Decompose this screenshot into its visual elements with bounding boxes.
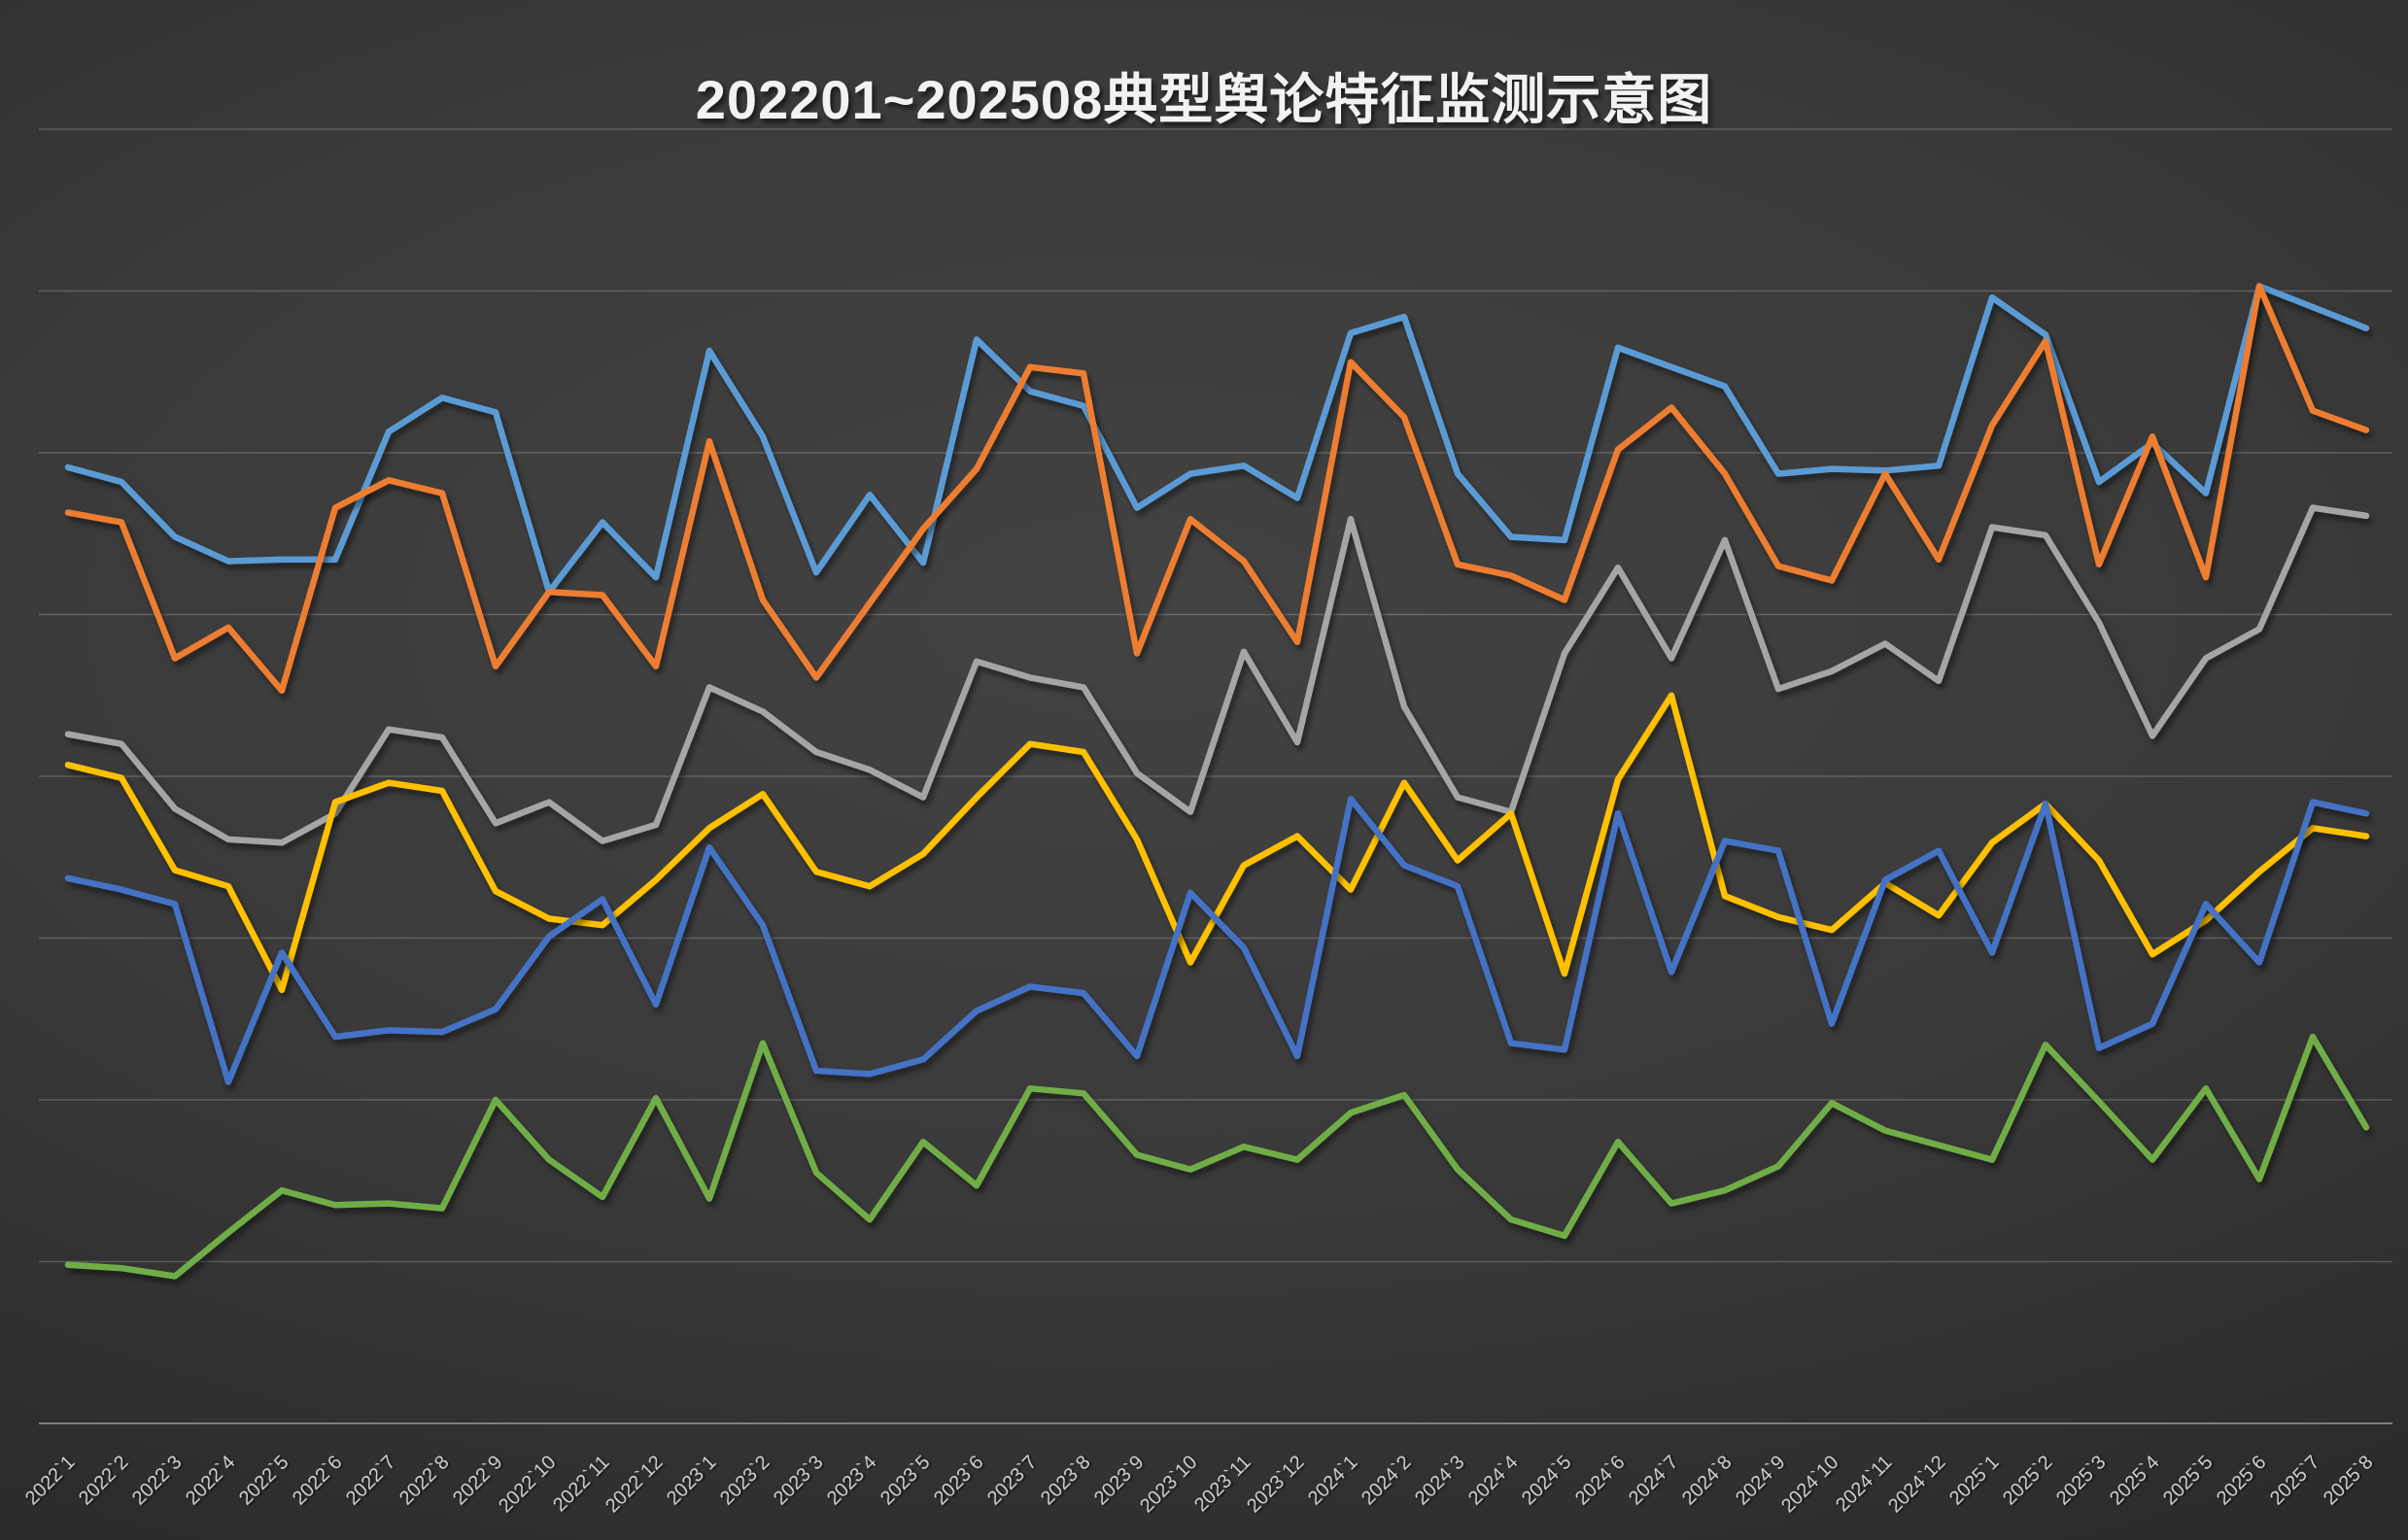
- x-axis-label: 2023`5: [877, 1452, 935, 1510]
- x-axis-label: 2022`12: [602, 1452, 667, 1517]
- x-axis-label: 2025`6: [2213, 1452, 2271, 1510]
- x-axis-label: 2023`6: [930, 1452, 988, 1510]
- x-axis-label: 2022`8: [396, 1452, 454, 1510]
- x-axis-label: 2024`6: [1571, 1452, 1630, 1510]
- x-axis-label: 2024`7: [1625, 1452, 1683, 1510]
- x-axis-label: 2024`12: [1884, 1452, 1949, 1517]
- chart-title: 202201~202508典型舆论特征监测示意图: [695, 69, 1713, 130]
- x-axis-label: 2025`5: [2159, 1452, 2218, 1510]
- x-axis-label: 2022`5: [235, 1452, 293, 1510]
- x-axis-label: 2024`11: [1832, 1452, 1896, 1516]
- x-axis-label: 2022`11: [549, 1452, 613, 1516]
- x-axis-label: 2024`10: [1777, 1452, 1842, 1517]
- series-green-line: [64, 1033, 2370, 1280]
- x-axis-label: 2023`12: [1243, 1452, 1308, 1517]
- x-axis-label: 2022`6: [289, 1452, 347, 1510]
- series-gray-line: [64, 504, 2370, 846]
- series-light-blue-line: [64, 283, 2370, 596]
- x-axis-label: 2023`8: [1037, 1452, 1095, 1510]
- x-axis-label: 2023`4: [823, 1452, 881, 1510]
- x-axis-label: 2022`7: [342, 1452, 400, 1510]
- x-axis-label: 2024`4: [1464, 1452, 1523, 1510]
- x-axis-label: 2022`3: [128, 1452, 187, 1510]
- x-axis-label: 2024`2: [1358, 1452, 1416, 1510]
- x-axis-label: 2023`1: [663, 1452, 721, 1510]
- series-royal-blue-line: [64, 796, 2370, 1085]
- series-orange-line: [64, 283, 2370, 695]
- x-axis-label: 2024`1: [1304, 1452, 1362, 1510]
- x-axis-label: 2025`3: [2052, 1452, 2111, 1510]
- x-axis-label: 2022`4: [182, 1452, 240, 1510]
- x-axis-label: 2024`5: [1518, 1452, 1576, 1510]
- x-axis-label: 2023`10: [1136, 1452, 1201, 1517]
- x-axis-label: 2022`2: [75, 1452, 133, 1510]
- x-axis-label: 2024`3: [1411, 1452, 1469, 1510]
- x-axis-label: 2023`7: [983, 1452, 1042, 1510]
- x-axis-label: 2023`2: [716, 1452, 774, 1510]
- x-axis-label: 2025`4: [2106, 1452, 2164, 1510]
- x-axis-label: 2025`2: [1999, 1452, 2057, 1510]
- x-axis-label: 2025`7: [2266, 1452, 2324, 1510]
- x-axis-label: 2024`8: [1678, 1452, 1737, 1510]
- x-axis-label: 2022`10: [495, 1452, 560, 1517]
- x-axis-label: 2022`1: [21, 1452, 80, 1510]
- series-yellow-line: [64, 692, 2370, 994]
- x-axis-label: 2025`1: [1945, 1452, 2004, 1510]
- x-axis-label: 2023`11: [1190, 1452, 1255, 1516]
- x-axis-label: 2023`3: [770, 1452, 828, 1510]
- x-axis-label: 2025`8: [2320, 1452, 2378, 1510]
